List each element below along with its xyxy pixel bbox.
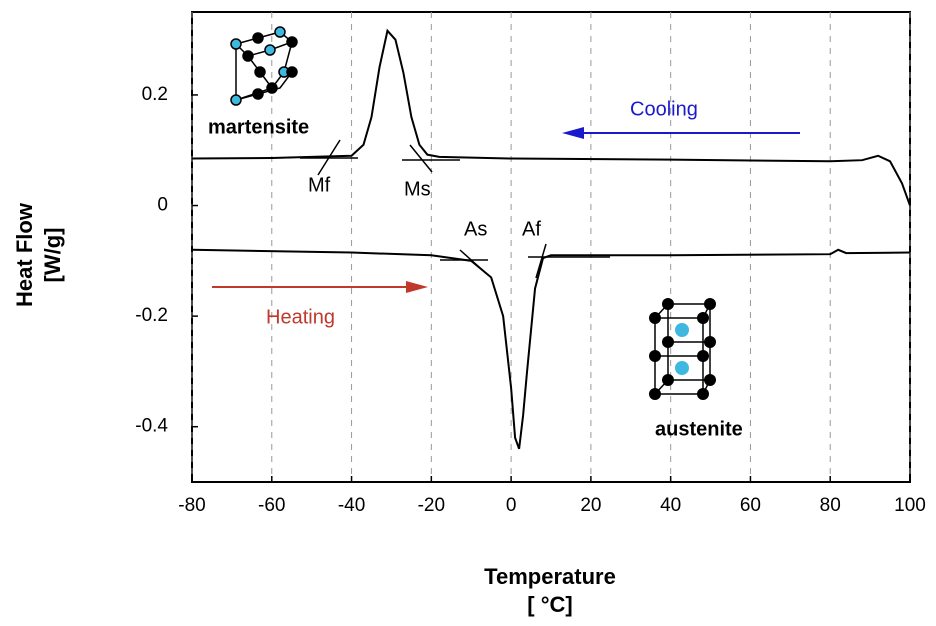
x-axis-label: Temperature [484, 564, 616, 589]
x-tick-label: 0 [506, 495, 517, 516]
tangent-lines [300, 139, 610, 279]
x-tick-label: 80 [820, 495, 841, 516]
annotation: Ms [404, 178, 431, 200]
x-tick-label: 100 [894, 495, 926, 516]
y-tick-label: 0.2 [142, 84, 168, 105]
x-axis-label: [ °C] [527, 592, 572, 617]
annotation: martensite [208, 116, 309, 138]
annotation: Heating [266, 306, 335, 328]
x-tick-label: -60 [258, 495, 285, 516]
austenite-icon [649, 298, 716, 400]
x-tick-label: -20 [418, 495, 445, 516]
martensite-icon [230, 26, 298, 106]
x-tick-label: 60 [740, 495, 761, 516]
grid [191, 12, 911, 482]
heating-arrow [212, 281, 428, 293]
plot-frame [191, 11, 911, 483]
x-tick-label: -80 [178, 495, 205, 516]
annotation: austenite [655, 418, 743, 440]
annotation: Cooling [630, 98, 698, 120]
cooling-arrow [562, 127, 800, 139]
x-tick-label: 20 [580, 495, 601, 516]
y-axis-label: [W/g] [40, 228, 65, 283]
y-tick-label: 0 [157, 195, 168, 216]
y-tick-label: -0.4 [135, 416, 168, 437]
x-tick-label: 40 [660, 495, 681, 516]
annotation: Mf [308, 174, 331, 196]
series-line [191, 248, 911, 450]
series-line [191, 28, 911, 206]
x-tick-label: -40 [338, 495, 365, 516]
y-tick-label: -0.2 [135, 305, 168, 326]
annotation: As [464, 218, 487, 240]
y-axis-label: Heat Flow [12, 202, 37, 307]
annotation: Af [522, 218, 541, 240]
